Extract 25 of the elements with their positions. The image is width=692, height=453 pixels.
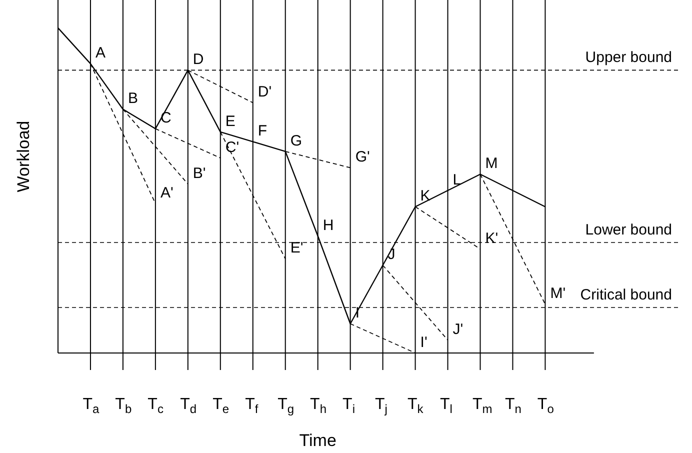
annotation: B bbox=[128, 90, 138, 108]
annotation: J' bbox=[452, 321, 464, 338]
annotation: B' bbox=[192, 164, 206, 182]
ref-line-label: Upper bound bbox=[585, 49, 672, 66]
annotation: E bbox=[225, 112, 236, 130]
annotation: C' bbox=[225, 138, 240, 156]
annotation: A' bbox=[160, 184, 174, 202]
annotation: A bbox=[95, 44, 106, 62]
annotation: E' bbox=[290, 240, 304, 257]
ref-line-label: Lower bound bbox=[585, 221, 672, 238]
annotation: D' bbox=[258, 84, 272, 101]
annotation: I' bbox=[420, 334, 428, 351]
ref-line-label: Critical bound bbox=[580, 286, 672, 304]
x-axis-title: Time bbox=[299, 431, 336, 450]
annotation: K' bbox=[485, 230, 498, 247]
y-axis-title: Workload bbox=[14, 120, 33, 192]
annotation: D bbox=[192, 51, 204, 68]
annotation: F bbox=[258, 122, 268, 140]
annotation: L bbox=[452, 171, 462, 188]
annotation: M' bbox=[550, 285, 566, 302]
annotation: K bbox=[420, 188, 430, 205]
annotation: G bbox=[290, 132, 302, 150]
annotation: M bbox=[485, 155, 498, 172]
annotation: G' bbox=[355, 148, 370, 166]
annotation: H bbox=[322, 216, 334, 234]
